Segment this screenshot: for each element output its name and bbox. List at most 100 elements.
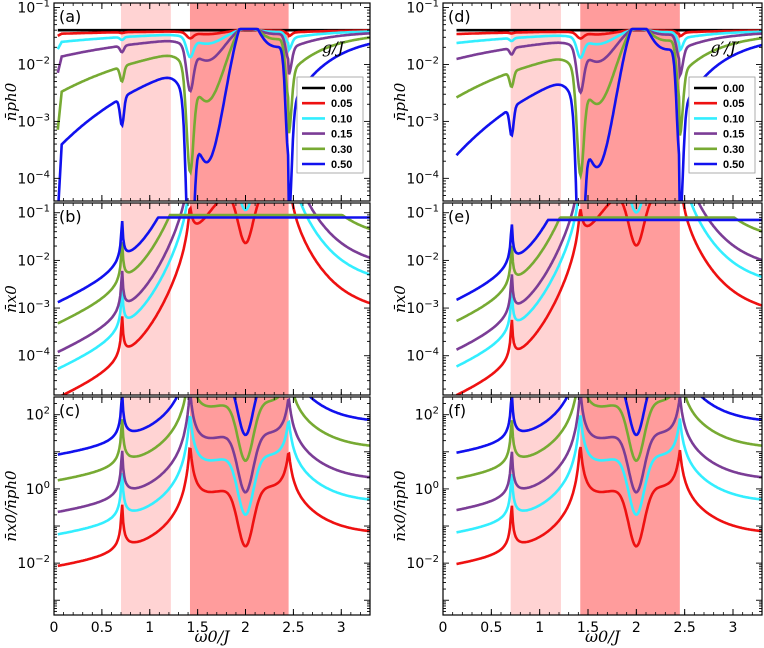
y-axis-label-f: n̄x0/n̄ph0 — [391, 470, 409, 542]
y-tick-label: 102 — [26, 406, 50, 424]
y-axis-label-c: n̄x0/n̄ph0 — [2, 470, 20, 542]
band-dark-f — [580, 397, 680, 615]
y-tick-label: 10−2 — [406, 55, 439, 73]
x-tick-label: 3 — [337, 620, 346, 636]
x-axis-label: ω0/J — [194, 627, 231, 646]
series-0.10-c — [57, 415, 370, 536]
axes-frame-b — [53, 202, 371, 396]
x-tick-label: 1.5 — [187, 620, 209, 636]
y-tick-label: 10−4 — [406, 347, 439, 365]
legend-box-a — [296, 76, 364, 174]
axes-frame-e — [442, 202, 763, 396]
band-dark-b — [189, 203, 289, 395]
legend-entry: 0.15 — [723, 129, 744, 141]
series-0.05-f — [456, 446, 762, 566]
y-tick-label: 10−1 — [406, 0, 439, 17]
y-tick-label: 10−3 — [17, 299, 50, 317]
legend-entry: 0.10 — [331, 113, 352, 125]
legend-title-a: g/J — [322, 38, 346, 57]
y-tick-label: 10−2 — [406, 251, 439, 269]
y-axis-label-e: n̄x0 — [391, 285, 409, 313]
panel-label-e: (e) — [448, 207, 470, 226]
series-0.10-e — [455, 203, 762, 368]
series-0.10-a — [56, 27, 370, 59]
x-tick-label: 0 — [50, 620, 59, 636]
series-0.50-e — [456, 218, 762, 302]
series-0.10-b — [57, 203, 370, 371]
series-0.50-f — [456, 397, 762, 454]
legend-entry: 0.10 — [723, 113, 744, 125]
panel-label-a: (a) — [59, 7, 81, 26]
series-0.05-e — [455, 203, 762, 395]
legend-entry: 0.15 — [331, 129, 352, 141]
series-0.50-b — [57, 216, 370, 304]
legend-box-d — [688, 76, 756, 174]
y-tick-label: 10−1 — [17, 0, 50, 17]
panel-label-b: (b) — [59, 207, 82, 226]
series-0.05-a — [57, 28, 370, 40]
x-tick-label: 1 — [535, 620, 544, 636]
panel-b: 10−1 10−2 10−3 10−4 (b) n̄x0 — [2, 202, 371, 396]
series-0.30-a — [56, 27, 370, 176]
y-tick-label: 10−4 — [406, 169, 439, 187]
legend-entry: 0.00 — [331, 83, 352, 95]
legend-title-d: g′/J′ — [710, 38, 740, 57]
x-tick-label: 0 — [439, 620, 448, 636]
y-tick-label: 102 — [415, 406, 439, 424]
series-0.05-c — [57, 447, 370, 568]
band-light-b — [121, 203, 171, 395]
series-0.50-c — [57, 397, 370, 456]
series-0.30-b — [57, 213, 370, 325]
y-tick-label: 10−3 — [406, 299, 439, 317]
y-tick-label: 10−2 — [17, 554, 50, 572]
axes-frame-a — [53, 2, 371, 202]
y-tick-label: 10−3 — [17, 112, 50, 130]
legend-entry: 0.05 — [331, 98, 352, 110]
band-dark-c — [189, 397, 289, 615]
y-tick-label: 10−1 — [406, 204, 439, 222]
series-0.30-c — [57, 397, 370, 482]
x-tick-label: 2.5 — [282, 620, 304, 636]
legend-entry: 0.05 — [723, 98, 744, 110]
y-axis-label-d: n̄ph0 — [391, 82, 409, 121]
y-tick-label: 10−4 — [17, 347, 50, 365]
series-0.15-e — [455, 203, 762, 351]
x-tick-label: 2.5 — [674, 620, 696, 636]
y-tick-label: 10−4 — [17, 169, 50, 187]
legend-entry: 0.50 — [331, 159, 352, 171]
axes-frame-f — [442, 396, 763, 616]
x-tick-label: 2 — [632, 620, 641, 636]
axes-frame-d — [442, 2, 763, 202]
series-0.50-d — [455, 27, 762, 201]
y-axis-label-b: n̄x0 — [2, 285, 20, 313]
panel-label-f: (f) — [448, 401, 466, 420]
panel-label-c: (c) — [59, 401, 80, 420]
y-tick-label: 10−2 — [17, 251, 50, 269]
panel-d: 10−1 10−2 10−3 10−4 (d) n̄ph0 g′/J′ 0.00 0.05 0.1… — [391, 0, 763, 202]
x-tick-label: 3 — [729, 620, 738, 636]
x-tick-label: 0.5 — [91, 620, 113, 636]
legend-entry: 0.30 — [723, 144, 744, 156]
y-tick-label: 10−3 — [406, 112, 439, 130]
panel-label-d: (d) — [448, 7, 471, 26]
panel-c: 0 0.5 1 1.5 2 2.5 3 102 100 10−2 (c) n̄x0/n̄ph0 ω0/J — [2, 396, 371, 646]
series-0.10-d — [456, 27, 762, 60]
series-0.15-a — [56, 27, 370, 94]
series-0.10-f — [456, 415, 762, 534]
series-0.50-a — [57, 27, 370, 201]
x-tick-label: 2 — [241, 620, 250, 636]
x-tick-label: 1.5 — [577, 620, 599, 636]
y-tick-label: 100 — [415, 480, 439, 498]
y-tick-label: 10−2 — [406, 554, 439, 572]
series-0.30-d — [455, 27, 762, 181]
panel-a: 10−1 10−2 10−3 10−4 (a) n̄ph0 g/J 0.00 0.05 0.10 0… — [2, 0, 371, 202]
series-0.15-d — [456, 27, 762, 95]
y-axis-label-a: n̄ph0 — [2, 82, 20, 121]
legend-entry: 0.00 — [723, 83, 744, 95]
series-0.05-b — [60, 203, 370, 395]
panel-f: 0 0.5 1 1.5 2 2.5 3 102 100 10−2 (f) n̄x0/n̄ph0 ω0/J — [391, 396, 763, 646]
x-tick-label: 0.5 — [480, 620, 502, 636]
legend-entry: 0.50 — [723, 159, 744, 171]
y-tick-label: 10−2 — [17, 55, 50, 73]
